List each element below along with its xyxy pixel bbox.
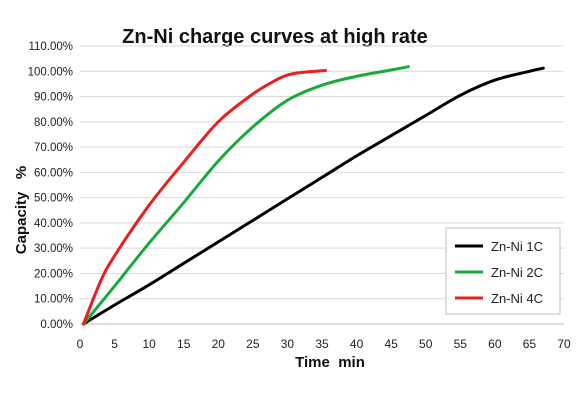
grid [80,45,564,325]
y-tick-label: 30.00% [34,243,73,255]
series-line-1 [82,66,545,326]
x-tick-label: 45 [384,337,398,351]
x-tick-label: 15 [177,337,191,351]
x-tick-label: 40 [350,337,364,351]
y-axis: 0.00% 10.00% 20.00% 30.00% 40.00% 50.00% 60.00… [28,41,73,331]
x-tick-label: 35 [315,337,329,351]
y-tick-label: 110.00% [28,41,73,53]
y-axis-label: Capacity % [13,166,30,254]
y-tick-label: 20.00% [34,268,73,280]
y-tick-label: 60.00% [34,167,73,179]
y-tick-label: 70.00% [34,142,73,154]
series-group [82,65,545,326]
legend-label: Zn-Ni 4C [491,291,543,306]
x-tick-label: 25 [246,337,260,351]
legend-label: Zn-Ni 2C [491,265,543,280]
y-tick-label: 80.00% [34,117,73,129]
x-tick-label: 5 [111,337,118,351]
y-tick-label: 10.00% [34,294,73,306]
y-tick-label: 40.00% [34,218,73,230]
x-tick-label: 0 [77,337,84,351]
y-tick-label: 100.00% [28,66,73,78]
x-tick-label: 50 [419,337,433,351]
x-tick-label: 70 [557,337,571,351]
x-tick-label: 20 [212,337,226,351]
series-line-2 [82,65,410,326]
legend-label: Zn-Ni 1C [491,239,543,254]
x-tick-label: 30 [281,337,295,351]
y-tick-label: 90.00% [34,92,73,104]
series-line-3 [82,69,327,326]
x-tick-label: 55 [454,337,468,351]
y-tick-label: 0.00% [40,319,73,331]
y-tick-label: 50.00% [34,193,73,205]
x-tick-label: 60 [488,337,502,351]
x-axis-label: Time min [295,354,365,371]
legend: Zn-Ni 1C Zn-Ni 2C Zn-Ni 4C [445,227,561,315]
chart-title: Zn-Ni charge curves at high rate [122,26,428,48]
x-tick-label: 65 [523,337,537,351]
x-axis: 0 5 10 15 20 25 30 35 40 45 50 55 60 65 70 [77,323,571,351]
x-tick-label: 10 [142,337,156,351]
